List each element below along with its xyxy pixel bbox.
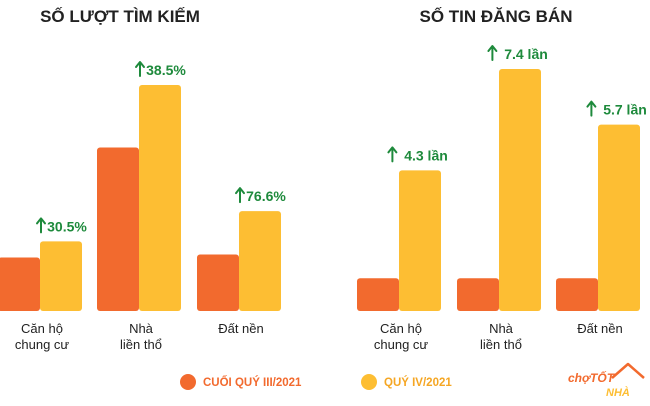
bar bbox=[399, 170, 441, 311]
tick-label: Căn hộ bbox=[21, 321, 63, 336]
legend-label-q3: CUỐI QUÝ III/2021 bbox=[203, 375, 302, 389]
data-label: 5.7 lần bbox=[603, 102, 647, 118]
tick-label: chung cư bbox=[374, 337, 429, 352]
data-label: 76.6% bbox=[246, 188, 286, 204]
bar bbox=[598, 124, 640, 311]
legend-label-q4: QUÝ IV/2021 bbox=[384, 376, 452, 389]
bar bbox=[0, 257, 40, 311]
bar bbox=[97, 147, 139, 311]
tick-label: Nhà bbox=[489, 321, 514, 336]
tick-label: Đất nền bbox=[577, 321, 623, 336]
arrow-up-icon bbox=[387, 146, 398, 163]
tick-label: Đất nền bbox=[218, 321, 264, 336]
bar bbox=[499, 69, 541, 311]
data-label: 38.5% bbox=[146, 62, 186, 78]
arrow-up-icon bbox=[135, 61, 145, 77]
arrow-up-icon bbox=[36, 217, 46, 234]
bar bbox=[457, 278, 499, 311]
data-label: 30.5% bbox=[47, 218, 87, 234]
logo-text-top: chợTỐT bbox=[568, 370, 616, 385]
tick-label: liền thổ bbox=[480, 337, 522, 352]
legend-swatch-q4 bbox=[361, 374, 377, 390]
tick-label: liền thổ bbox=[120, 337, 162, 352]
chotot-nha-logo: chợTỐT NHÀ bbox=[568, 362, 645, 399]
logo-roof-icon bbox=[611, 362, 645, 379]
bar bbox=[556, 278, 598, 311]
bar bbox=[40, 241, 82, 311]
tick-label: chung cư bbox=[15, 337, 70, 352]
bar bbox=[357, 278, 399, 311]
bar bbox=[197, 254, 239, 311]
chart-title: SỐ TIN ĐĂNG BÁN bbox=[420, 6, 573, 26]
legend: CUỐI QUÝ III/2021 QUÝ IV/2021 bbox=[180, 374, 452, 390]
chart-title: SỐ LƯỢT TÌM KIẾM bbox=[40, 6, 200, 26]
arrow-up-icon bbox=[586, 100, 597, 117]
arrow-up-icon bbox=[235, 187, 245, 204]
bar bbox=[139, 85, 181, 311]
logo-text-bottom: NHÀ bbox=[606, 386, 630, 399]
arrow-up-icon bbox=[487, 45, 498, 61]
tick-label: Căn hộ bbox=[380, 321, 422, 336]
data-label: 7.4 lần bbox=[504, 46, 548, 62]
tick-label: Nhà bbox=[129, 321, 154, 336]
data-label: 4.3 lần bbox=[404, 147, 448, 163]
legend-swatch-q3 bbox=[180, 374, 196, 390]
bar bbox=[239, 211, 281, 311]
